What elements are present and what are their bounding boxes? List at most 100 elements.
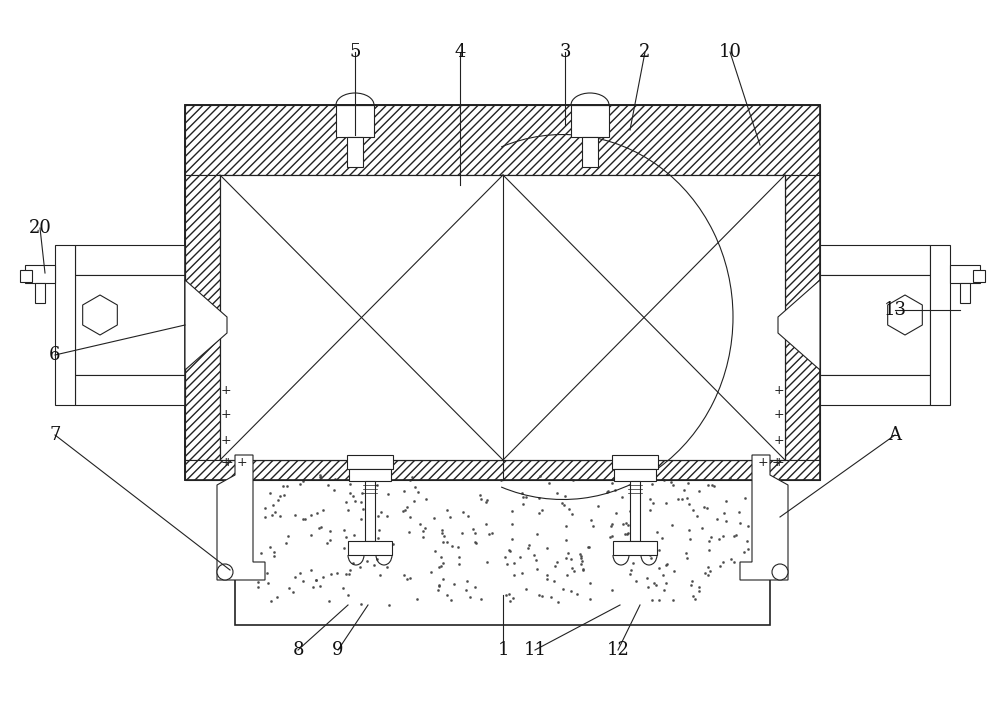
Point [259, 567, 275, 578]
Point [442, 511, 458, 522]
Point [506, 570, 522, 581]
Point [697, 568, 713, 579]
Bar [614, 469, 656, 481]
Point [651, 562, 667, 573]
Point [479, 495, 495, 506]
Point [564, 508, 580, 520]
Point [712, 560, 728, 571]
Point [458, 585, 474, 596]
Point [404, 472, 420, 483]
Point [581, 541, 597, 552]
Point [620, 527, 636, 539]
Point [682, 534, 698, 545]
Point [632, 473, 648, 484]
Point [575, 564, 591, 575]
Point [450, 541, 466, 552]
Point [402, 511, 418, 522]
Bar [630, 481, 640, 541]
Point [694, 522, 710, 534]
Point [529, 563, 545, 574]
Point [341, 549, 357, 560]
Point [322, 535, 338, 546]
Point [556, 499, 572, 510]
Point [443, 594, 459, 606]
Text: 3: 3 [559, 43, 571, 61]
Point [504, 519, 520, 530]
Text: 4: 4 [454, 43, 466, 61]
Point [685, 504, 701, 515]
Point [354, 487, 370, 498]
Point [718, 495, 734, 506]
Point [701, 544, 717, 556]
Point [472, 489, 488, 501]
Point [604, 518, 620, 530]
Bar [950, 265, 980, 283]
Point [366, 559, 382, 570]
Point [439, 537, 455, 548]
Point [515, 491, 531, 502]
Point [336, 524, 352, 535]
Point [687, 593, 703, 604]
Bar [235, 455, 770, 625]
Point [658, 497, 674, 508]
Point [543, 591, 559, 602]
Point [345, 558, 361, 569]
Point [531, 590, 547, 601]
Point [292, 568, 308, 579]
Point [603, 520, 619, 532]
Point [573, 553, 589, 564]
Text: A: A [889, 426, 902, 444]
Point [249, 568, 265, 580]
Point [515, 498, 531, 509]
Point [267, 506, 283, 517]
Point [329, 567, 345, 578]
Point [401, 526, 417, 537]
Point [625, 558, 641, 569]
Point [320, 479, 336, 491]
Point [645, 497, 661, 508]
Polygon shape [778, 280, 820, 370]
Point [600, 486, 616, 497]
Point [435, 558, 451, 569]
Point [381, 599, 397, 611]
Bar [960, 283, 970, 303]
Point [549, 487, 565, 498]
Point [338, 532, 354, 543]
Point [399, 573, 415, 585]
Point [648, 579, 664, 590]
Point [642, 493, 658, 505]
Point [740, 543, 756, 554]
Point [574, 556, 590, 567]
Point [569, 588, 585, 599]
Point [436, 530, 452, 542]
Point [435, 574, 451, 585]
Point [665, 594, 681, 605]
Point [622, 569, 638, 580]
Point [683, 580, 699, 591]
Point [622, 505, 638, 517]
Point [418, 493, 434, 505]
Point [353, 496, 369, 508]
Point [502, 595, 518, 606]
Point [529, 528, 545, 539]
Point [340, 590, 356, 601]
Point [434, 527, 450, 539]
Point [433, 561, 449, 572]
Point [699, 503, 715, 514]
Bar [75, 245, 185, 275]
Point [590, 500, 606, 511]
Point [379, 561, 395, 573]
Point [575, 563, 591, 575]
Point [702, 566, 718, 577]
Point [355, 504, 371, 515]
Bar [75, 375, 185, 405]
Point [631, 474, 647, 485]
Point [716, 508, 732, 519]
Bar [35, 283, 45, 303]
Point [709, 513, 725, 525]
Text: 7: 7 [49, 426, 61, 444]
Point [473, 593, 489, 604]
Bar [613, 541, 657, 555]
Point [617, 529, 633, 540]
Point [478, 518, 494, 530]
